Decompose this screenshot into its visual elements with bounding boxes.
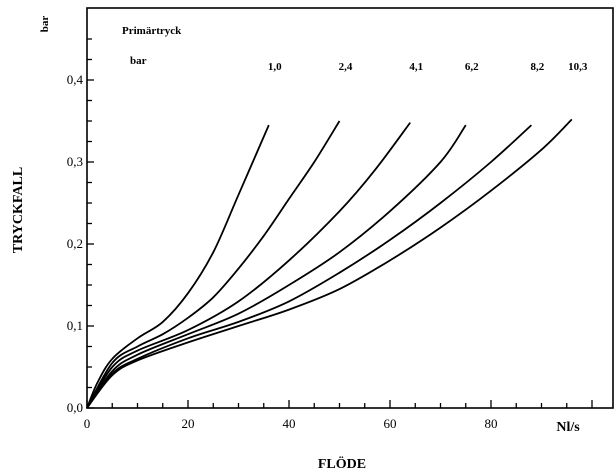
curve-label: 1,0 xyxy=(268,61,282,73)
x-axis-ticks: 0 20 40 60 80 xyxy=(84,400,593,431)
x-axis-title: FLÖDE xyxy=(318,455,366,472)
curve-4-1 xyxy=(86,122,411,409)
y-tick-label: 0,2 xyxy=(67,236,83,251)
x-tick-label: 80 xyxy=(485,416,498,431)
y-axis-title: TRYCKFALL xyxy=(11,167,26,253)
x-tick-label: 60 xyxy=(384,416,397,431)
x-unit-label: Nl/s xyxy=(556,420,580,435)
curve-8-2 xyxy=(86,124,533,409)
curve-2-4 xyxy=(86,120,341,409)
y-tick-label: 0,1 xyxy=(67,318,83,333)
curve-label: 2,4 xyxy=(339,61,353,73)
plot-frame xyxy=(86,7,614,409)
curve-1-0 xyxy=(86,124,270,409)
curve-label: 8,2 xyxy=(531,61,545,73)
y-tick-label: 0,0 xyxy=(67,400,83,415)
legend-unit: bar xyxy=(130,55,147,67)
curve-label: 4,1 xyxy=(409,61,423,73)
x-tick-label: 40 xyxy=(283,416,296,431)
curves xyxy=(86,118,573,409)
y-unit-label: bar xyxy=(39,16,51,33)
x-tick-label: 20 xyxy=(182,416,195,431)
y-tick-label: 0,3 xyxy=(67,154,83,169)
curve-10-3 xyxy=(86,118,573,409)
curve-label: 10,3 xyxy=(568,61,588,73)
y-tick-label: 0,4 xyxy=(67,72,84,87)
x-tick-label: 0 xyxy=(84,416,91,431)
curve-label: 6,2 xyxy=(465,61,479,73)
curve-6-2 xyxy=(86,124,467,409)
legend-title: Primärtryck xyxy=(122,25,182,37)
y-axis-ticks: 0,0 0,1 0,2 0,3 0,4 xyxy=(67,38,94,415)
curve-labels: 1,0 2,4 4,1 6,2 8,2 10,3 xyxy=(268,61,588,73)
plot-border xyxy=(86,7,614,409)
